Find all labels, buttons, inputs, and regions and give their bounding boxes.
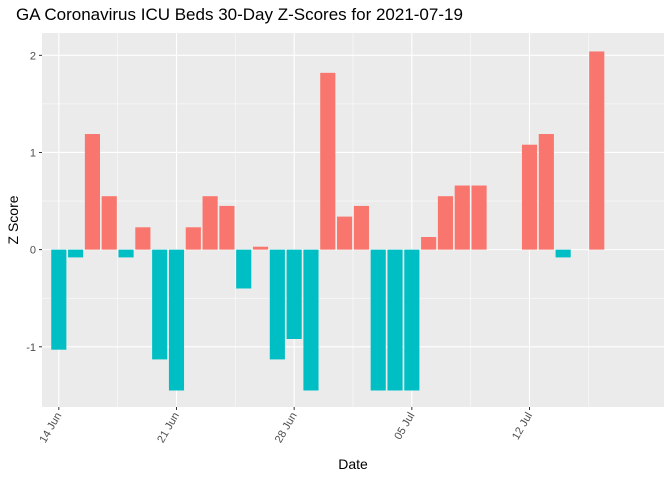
x-tick-label: 28 Jun [273, 411, 300, 446]
bar [51, 249, 67, 350]
bar [353, 205, 369, 250]
bar [303, 249, 319, 391]
x-tick-label: 14 Jun [38, 411, 65, 446]
bar [286, 249, 302, 339]
y-axis-title: Z Score [5, 195, 21, 244]
bar [236, 249, 252, 289]
bar [118, 249, 134, 258]
bar [555, 249, 571, 258]
y-tick-label: -1 [26, 342, 36, 354]
bars [51, 51, 605, 391]
bar [320, 72, 336, 250]
bar [538, 134, 554, 250]
bar [219, 205, 235, 250]
bar [370, 249, 386, 391]
x-tick-label: 05 Jul [392, 411, 417, 442]
x-axis: 14 Jun 21 Jun 28 Jun 05 Jul 12 Jul [38, 407, 535, 446]
bar [437, 196, 454, 250]
y-tick-label: 2 [30, 50, 36, 62]
bar [337, 216, 353, 250]
bar [84, 134, 100, 250]
bar [68, 249, 84, 258]
y-tick-label: 1 [30, 147, 36, 159]
bar [252, 246, 269, 250]
x-tick-label: 21 Jun [155, 411, 182, 446]
x-axis-title: Date [338, 456, 368, 472]
bar [589, 51, 605, 250]
bar [454, 185, 470, 250]
bar [168, 249, 185, 391]
bar [185, 227, 201, 250]
bar [387, 249, 403, 391]
chart-title: GA Coronavirus ICU Beds 30-Day Z-Scores … [16, 5, 463, 24]
bar [421, 237, 437, 250]
x-tick-label: 12 Jul [510, 411, 535, 442]
bar [471, 185, 487, 250]
bar [135, 227, 151, 250]
bar [152, 249, 168, 360]
y-axis: -1 0 1 2 [26, 50, 42, 354]
bar [404, 249, 420, 391]
bar [202, 196, 218, 250]
bar [101, 196, 117, 250]
bar [521, 144, 538, 250]
bar [269, 249, 285, 360]
y-tick-label: 0 [30, 245, 36, 257]
